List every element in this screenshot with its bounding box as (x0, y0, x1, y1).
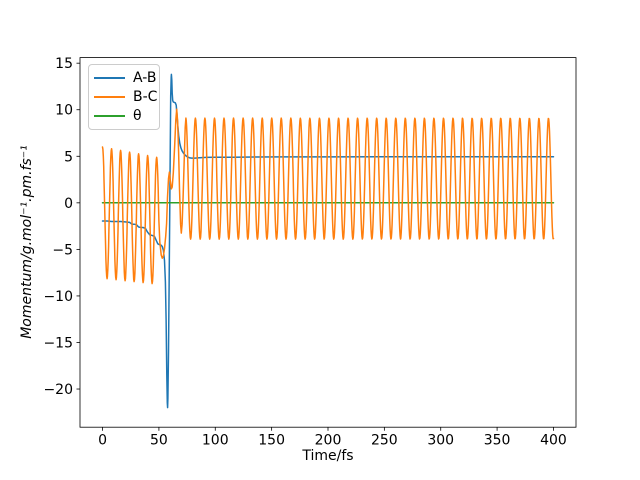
x-tick-label: 50 (150, 433, 168, 449)
y-tick-label: −15 (43, 335, 73, 351)
legend-label: A-B (133, 69, 157, 86)
y-tick-label: 10 (55, 103, 73, 119)
x-tick-label: 100 (202, 433, 229, 449)
legend-line-sample (94, 95, 125, 98)
y-tick-label: 0 (64, 196, 73, 212)
x-tick-label: 400 (540, 433, 567, 449)
y-axis-label: Momentum/g.mol⁻¹.pm.fs⁻¹ (19, 145, 35, 339)
y-tick-label: 5 (64, 149, 73, 165)
legend-entry-A-B: A-B (94, 68, 159, 87)
plot-frame (79, 57, 577, 428)
legend-label: θ (133, 108, 142, 125)
y-tick-label: −20 (43, 382, 73, 398)
x-axis-label: Time/fs (302, 448, 354, 464)
x-tick-label: 0 (98, 433, 107, 449)
series-line-B-C (101, 108, 555, 285)
legend: A-B B-C θ (88, 64, 160, 130)
legend-line-sample (94, 76, 125, 79)
y-tick-label: −10 (43, 289, 73, 305)
legend-entry-B-C: B-C (94, 87, 159, 106)
legend-entry-θ: θ (94, 107, 159, 126)
x-tick-label: 150 (258, 433, 285, 449)
y-tick-label: 15 (55, 56, 73, 72)
x-tick-label: 250 (371, 433, 398, 449)
x-tick-label: 300 (427, 433, 454, 449)
legend-label: B-C (133, 88, 158, 105)
legend-line-sample (94, 115, 125, 118)
x-tick-label: 200 (315, 433, 342, 449)
y-tick-label: −5 (52, 242, 73, 258)
x-tick-label: 350 (484, 433, 511, 449)
